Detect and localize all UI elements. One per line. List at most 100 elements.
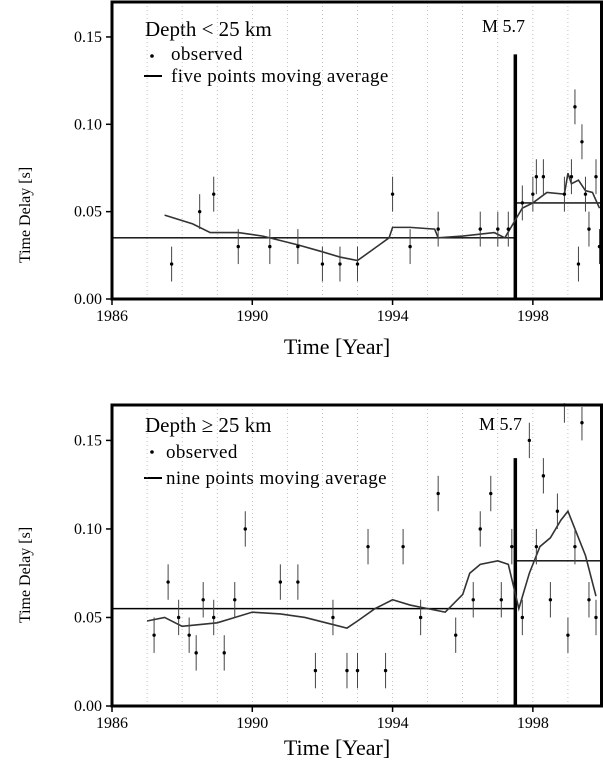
y-axis-label: Time Delay [s] [17, 527, 34, 623]
x-tick-label: 1986 [96, 308, 128, 325]
observed-point [418, 615, 423, 620]
x-tick-label: 1994 [377, 715, 409, 732]
y-axis-label: Time Delay [s] [17, 167, 34, 263]
observed-point [338, 262, 342, 266]
observed-point [345, 668, 349, 673]
chart-title: Depth ≥ 25 km [145, 413, 271, 437]
observed-point [580, 140, 584, 144]
observed-point [496, 227, 500, 231]
observed-point [383, 668, 388, 673]
observed-point [366, 544, 370, 549]
legend-observed-marker [150, 450, 154, 454]
observed-point [320, 262, 325, 266]
legend-observed-label: observed [166, 442, 238, 463]
observed-point [471, 598, 475, 602]
observed-point [296, 244, 300, 249]
legend-average-label: five points moving average [171, 66, 389, 87]
observed-point [313, 668, 318, 673]
observed-point [520, 201, 525, 205]
observed-point [355, 668, 360, 673]
y-tick-label: 0.05 [74, 204, 102, 221]
observed-point [541, 474, 546, 478]
observed-point [594, 175, 598, 179]
observed-point [478, 527, 482, 531]
observed-point [489, 491, 493, 496]
observed-point [152, 633, 156, 637]
observed-point [580, 421, 584, 425]
observed-point [478, 227, 482, 231]
observed-point [597, 244, 602, 249]
y-tick-label: 0.10 [74, 116, 102, 133]
y-tick-label: 0.05 [74, 609, 102, 626]
observed-point [197, 209, 202, 214]
observed-point [408, 244, 412, 249]
observed-point [222, 651, 226, 655]
observed-point [436, 491, 440, 496]
chart-title: Depth < 25 km [145, 17, 272, 41]
legend: observed nine points moving average [144, 442, 387, 489]
observed-point [278, 580, 283, 584]
observed-point [531, 192, 535, 196]
y-tick-label: 0.15 [74, 432, 102, 449]
observed-point [548, 598, 553, 602]
observed-point [527, 438, 532, 443]
observed-point [212, 615, 216, 620]
moving-average-line [146, 509, 597, 629]
observed-point [562, 192, 567, 196]
observed-point [166, 580, 170, 584]
x-tick-label: 1990 [236, 715, 268, 732]
observed-point [454, 633, 458, 637]
observed-point [583, 192, 588, 196]
observed-point [573, 105, 577, 109]
observed-point [401, 544, 405, 549]
observed-point [201, 598, 205, 602]
observed-point [331, 615, 335, 620]
observed-point [555, 509, 560, 513]
event-annotation: M 5.7 [482, 16, 525, 36]
observed-point [573, 544, 577, 549]
y-tick-label: 0.00 [74, 698, 102, 715]
observed-point [187, 633, 191, 637]
observed-point [194, 651, 198, 655]
observed-point [436, 227, 440, 231]
x-tick-label: 1990 [236, 308, 268, 325]
legend-observed-marker [150, 54, 154, 58]
y-tick-label: 0.15 [74, 29, 102, 46]
x-tick-label: 1998 [517, 308, 549, 325]
observed-point [499, 598, 503, 602]
observed-point [355, 262, 360, 266]
observed-point [520, 615, 525, 620]
observed-point [566, 633, 570, 637]
observed-point [169, 262, 174, 266]
legend: observed five points moving average [144, 44, 389, 87]
observed-point [587, 227, 591, 231]
observed-point [268, 244, 272, 249]
x-axis-label: Time [Year] [284, 735, 390, 760]
observed-point [296, 580, 300, 584]
observed-point [233, 598, 237, 602]
legend-average-label: nine points moving average [166, 468, 387, 489]
x-tick-label: 1994 [377, 308, 409, 325]
observed-point [594, 615, 598, 620]
legend-observed-label: observed [171, 44, 243, 65]
x-tick-label: 1998 [517, 715, 549, 732]
y-tick-label: 0.10 [74, 521, 102, 538]
plot-frame [110, 0, 603, 301]
chart-depth-shallow: Time Delay [s] Time [Year] Depth < 25 km… [17, 0, 603, 359]
observed-point [236, 244, 240, 249]
chart-depth-deep: Time Delay [s] Time [Year] Depth ≥ 25 km… [17, 403, 603, 760]
observed-point [562, 403, 567, 407]
observed-point [587, 598, 591, 602]
y-tick-label: 0.00 [74, 291, 102, 308]
plot-frame [110, 403, 603, 708]
observed-point [176, 615, 181, 620]
observed-point [534, 544, 539, 549]
observed-point [506, 227, 511, 231]
x-tick-label: 1986 [96, 715, 128, 732]
observed-point [534, 175, 539, 179]
observed-point [569, 175, 574, 179]
observed-point [541, 175, 546, 179]
observed-point [390, 192, 395, 196]
observed-point [510, 544, 514, 549]
